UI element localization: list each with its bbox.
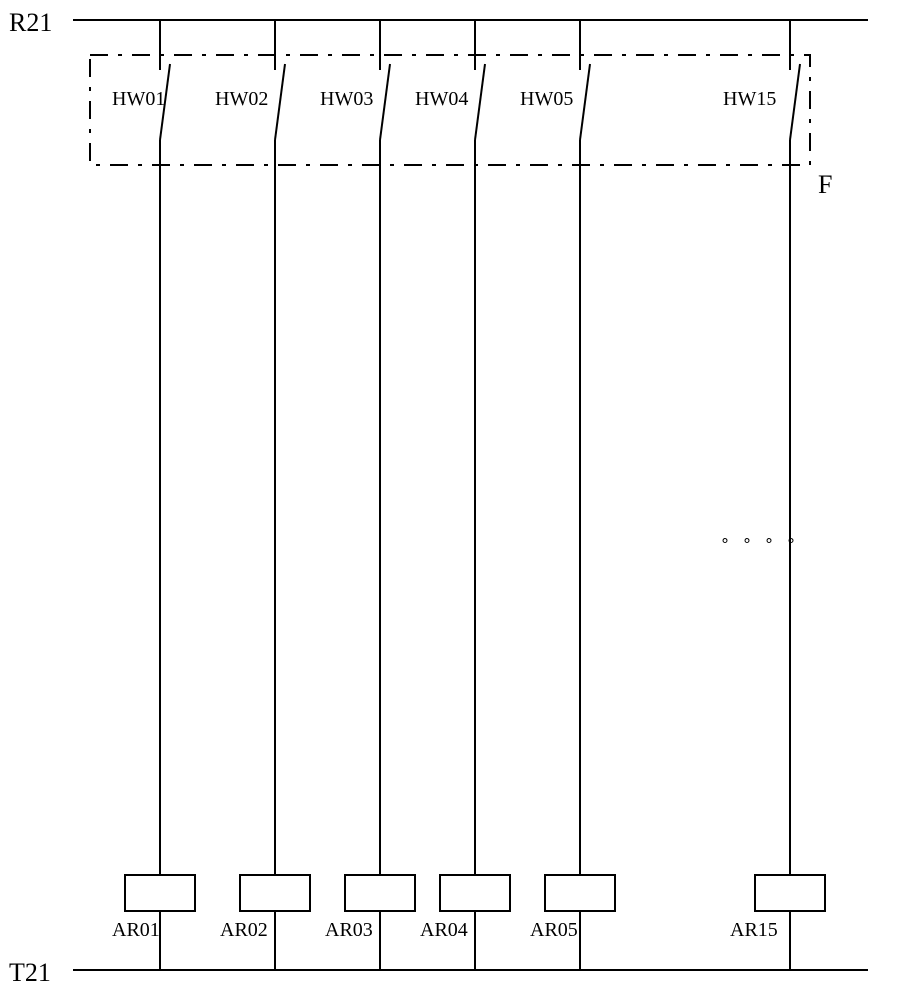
relay-label: AR01 (112, 919, 160, 942)
switch-label: HW02 (215, 88, 268, 111)
switch-label: HW03 (320, 88, 373, 111)
bus-top-label: R21 (9, 8, 52, 38)
group-box-label: F (818, 170, 832, 200)
relay-label: AR04 (420, 919, 468, 942)
diagram-svg (0, 0, 913, 1000)
ellipsis-label: ∘ ∘ ∘ ∘ (720, 530, 800, 550)
switch-label: HW15 (723, 88, 776, 111)
relay-label: AR03 (325, 919, 373, 942)
circuit-diagram: R21 T21 F ∘ ∘ ∘ ∘ HW01 AR01 HW02 AR02 HW03 AR… (0, 0, 913, 1000)
switch-label: HW04 (415, 88, 468, 111)
relay-label: AR15 (730, 919, 778, 942)
switch-label: HW05 (520, 88, 573, 111)
relay-label: AR05 (530, 919, 578, 942)
bus-bottom-label: T21 (9, 958, 51, 988)
relay-label: AR02 (220, 919, 268, 942)
switch-label: HW01 (112, 88, 165, 111)
